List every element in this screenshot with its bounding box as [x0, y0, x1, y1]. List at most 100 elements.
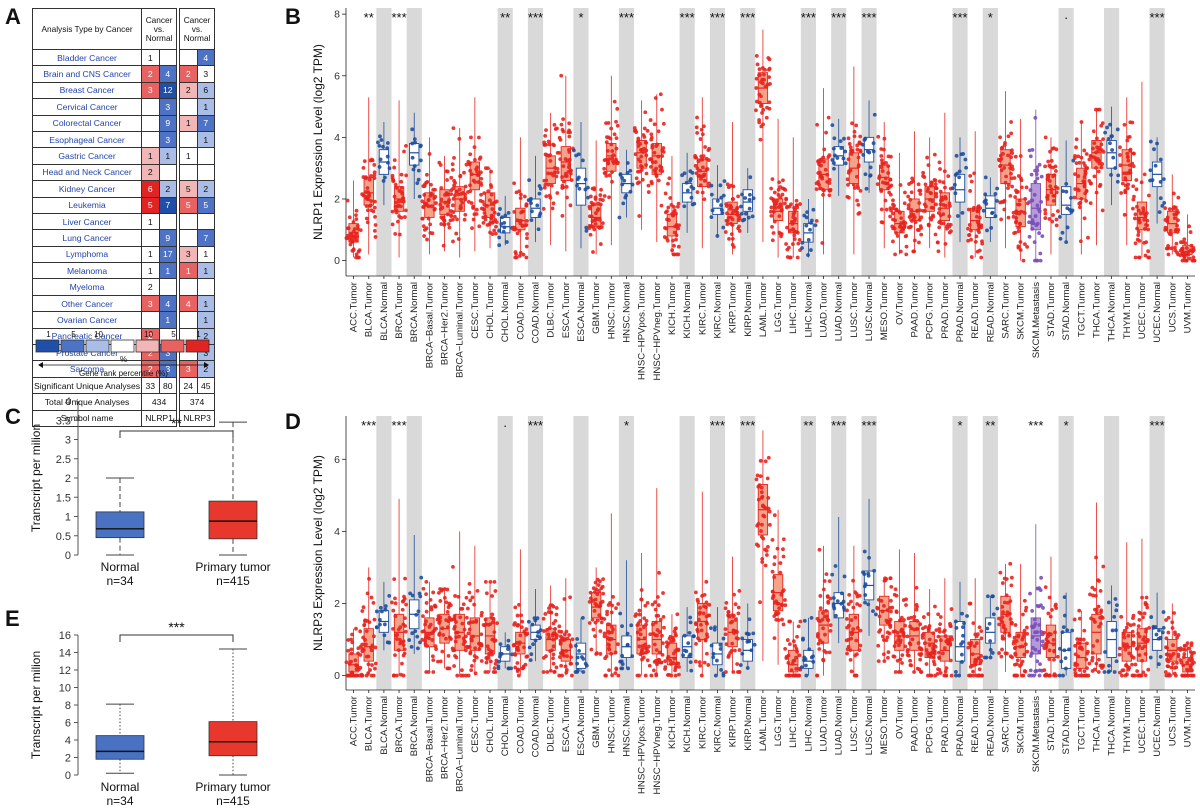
data-point [1137, 618, 1142, 622]
data-point [849, 632, 854, 637]
data-point [1041, 606, 1045, 610]
data-point [969, 179, 974, 184]
data-point [609, 651, 614, 656]
data-point [1022, 211, 1027, 215]
data-point [937, 629, 942, 634]
data-point [944, 224, 949, 229]
x-tick-label: LUSC.Tumor [849, 281, 860, 337]
data-point [605, 609, 610, 614]
data-point [726, 614, 731, 618]
data-point [462, 217, 467, 222]
data-point [553, 626, 557, 631]
data-point [1136, 233, 1141, 237]
data-point [672, 230, 677, 235]
data-point [603, 656, 608, 661]
cancer-type-label: Melanoma [31, 262, 143, 280]
data-point [1096, 157, 1100, 161]
column-gap [176, 278, 181, 296]
data-point [760, 556, 765, 561]
data-point [855, 652, 859, 657]
x-tick-label: CHOL.Normal [500, 282, 511, 342]
data-point [491, 620, 495, 625]
data-point [1187, 646, 1192, 651]
data-point [586, 195, 590, 200]
data-point [831, 596, 836, 600]
data-point [799, 665, 804, 670]
x-tick-label: LUSC.Tumor [849, 695, 860, 751]
data-point [904, 597, 909, 602]
data-point [780, 603, 784, 608]
data-point [356, 249, 361, 254]
data-point [654, 172, 659, 177]
data-point [386, 160, 390, 165]
data-point [1112, 614, 1117, 619]
data-point [404, 173, 409, 178]
data-point [1158, 654, 1163, 659]
data-point [763, 563, 768, 568]
data-point [518, 250, 523, 255]
data-point [575, 177, 580, 182]
data-point [393, 232, 398, 236]
data-point [807, 647, 812, 652]
data-point [1012, 176, 1017, 180]
data-point [637, 644, 642, 649]
data-point [787, 204, 792, 209]
box [95, 511, 145, 539]
data-point [694, 171, 699, 176]
data-point [674, 252, 679, 257]
data-point [612, 99, 617, 104]
data-point [1018, 248, 1023, 252]
data-point [1001, 610, 1006, 615]
x-tick-label: UCEC.Normal [1152, 282, 1163, 343]
data-point [928, 216, 933, 220]
data-point [394, 200, 398, 205]
data-point [642, 636, 647, 641]
data-point [492, 666, 497, 671]
data-point [735, 662, 740, 666]
data-point [423, 182, 427, 187]
data-point [1085, 666, 1089, 670]
data-point [1073, 667, 1077, 672]
data-point [997, 622, 1002, 627]
data-point [714, 658, 719, 663]
data-point [1032, 240, 1037, 245]
data-point [492, 200, 497, 205]
data-point [766, 455, 771, 460]
data-point [868, 165, 873, 170]
x-tick-label: PRAD.Normal [955, 282, 966, 342]
data-point [858, 134, 863, 139]
data-point [447, 635, 452, 640]
data-point [536, 630, 540, 634]
data-point [1091, 644, 1096, 648]
table-row: Myeloma 2 [31, 278, 216, 296]
data-point [858, 628, 863, 633]
data-point [894, 640, 898, 645]
data-point [999, 654, 1004, 659]
data-point [544, 194, 549, 199]
data-point [484, 591, 489, 596]
data-point [780, 617, 784, 622]
data-point [564, 185, 569, 189]
data-point [1074, 161, 1079, 166]
data-point [1123, 647, 1128, 652]
data-point [606, 642, 611, 647]
data-point [794, 203, 799, 208]
data-point [835, 599, 840, 604]
data-point [1051, 213, 1055, 217]
data-point [513, 665, 518, 670]
data-point [1054, 190, 1059, 195]
data-point [724, 642, 729, 647]
data-point [702, 604, 706, 609]
data-point [975, 249, 980, 254]
data-point [975, 220, 980, 225]
x-tick-label: KICH.Tumor [667, 281, 678, 335]
data-point [426, 670, 431, 674]
data-point [425, 179, 430, 184]
data-point [849, 618, 854, 623]
data-point [378, 622, 382, 627]
data-point [407, 638, 412, 642]
data-point [674, 233, 679, 238]
data-point [788, 255, 793, 260]
significance-label: *** [710, 10, 725, 25]
data-point [762, 72, 766, 77]
